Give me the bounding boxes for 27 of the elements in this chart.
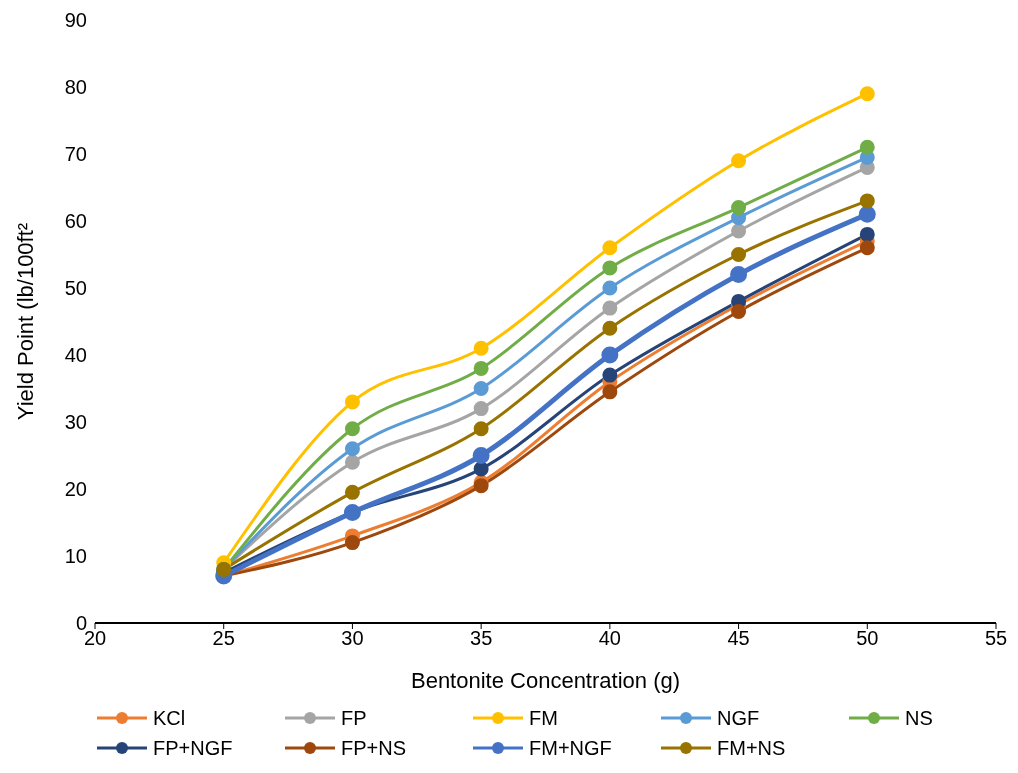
x-tick-label: 25	[212, 627, 235, 650]
y-tick-label: 10	[64, 545, 87, 568]
x-tick-label: 35	[470, 627, 493, 650]
x-tick-label: 40	[598, 627, 621, 650]
y-tick-label: 40	[64, 344, 87, 367]
legend-label: FP+NGF	[153, 736, 233, 760]
legend-label: NGF	[717, 706, 760, 730]
y-axis-title: Yield Point (lb/100ft²	[12, 222, 38, 421]
legend-label: FM+NS	[717, 736, 786, 760]
x-axis-title: Bentonite Concentration (g)	[410, 668, 681, 693]
x-tick-label: 50	[856, 627, 879, 650]
y-tick-label: 60	[64, 210, 87, 233]
y-tick-label: 20	[64, 478, 87, 501]
legend-label: NS	[905, 706, 933, 730]
legend-label: FM	[529, 706, 558, 730]
y-tick-label: 80	[64, 76, 87, 99]
legend-label: FM+NGF	[529, 736, 612, 760]
y-tick-label: 70	[64, 143, 87, 166]
legend-label: FP	[341, 706, 367, 730]
y-tick-label: 50	[64, 277, 87, 300]
x-tick-label: 30	[341, 627, 364, 650]
x-tick-label: 55	[984, 627, 1008, 650]
y-tick-label: 30	[64, 411, 87, 434]
legend-label: KCl	[153, 706, 186, 730]
x-tick-label: 45	[727, 627, 750, 650]
y-tick-label: 90	[64, 9, 87, 32]
legend-label: FP+NS	[341, 736, 407, 760]
